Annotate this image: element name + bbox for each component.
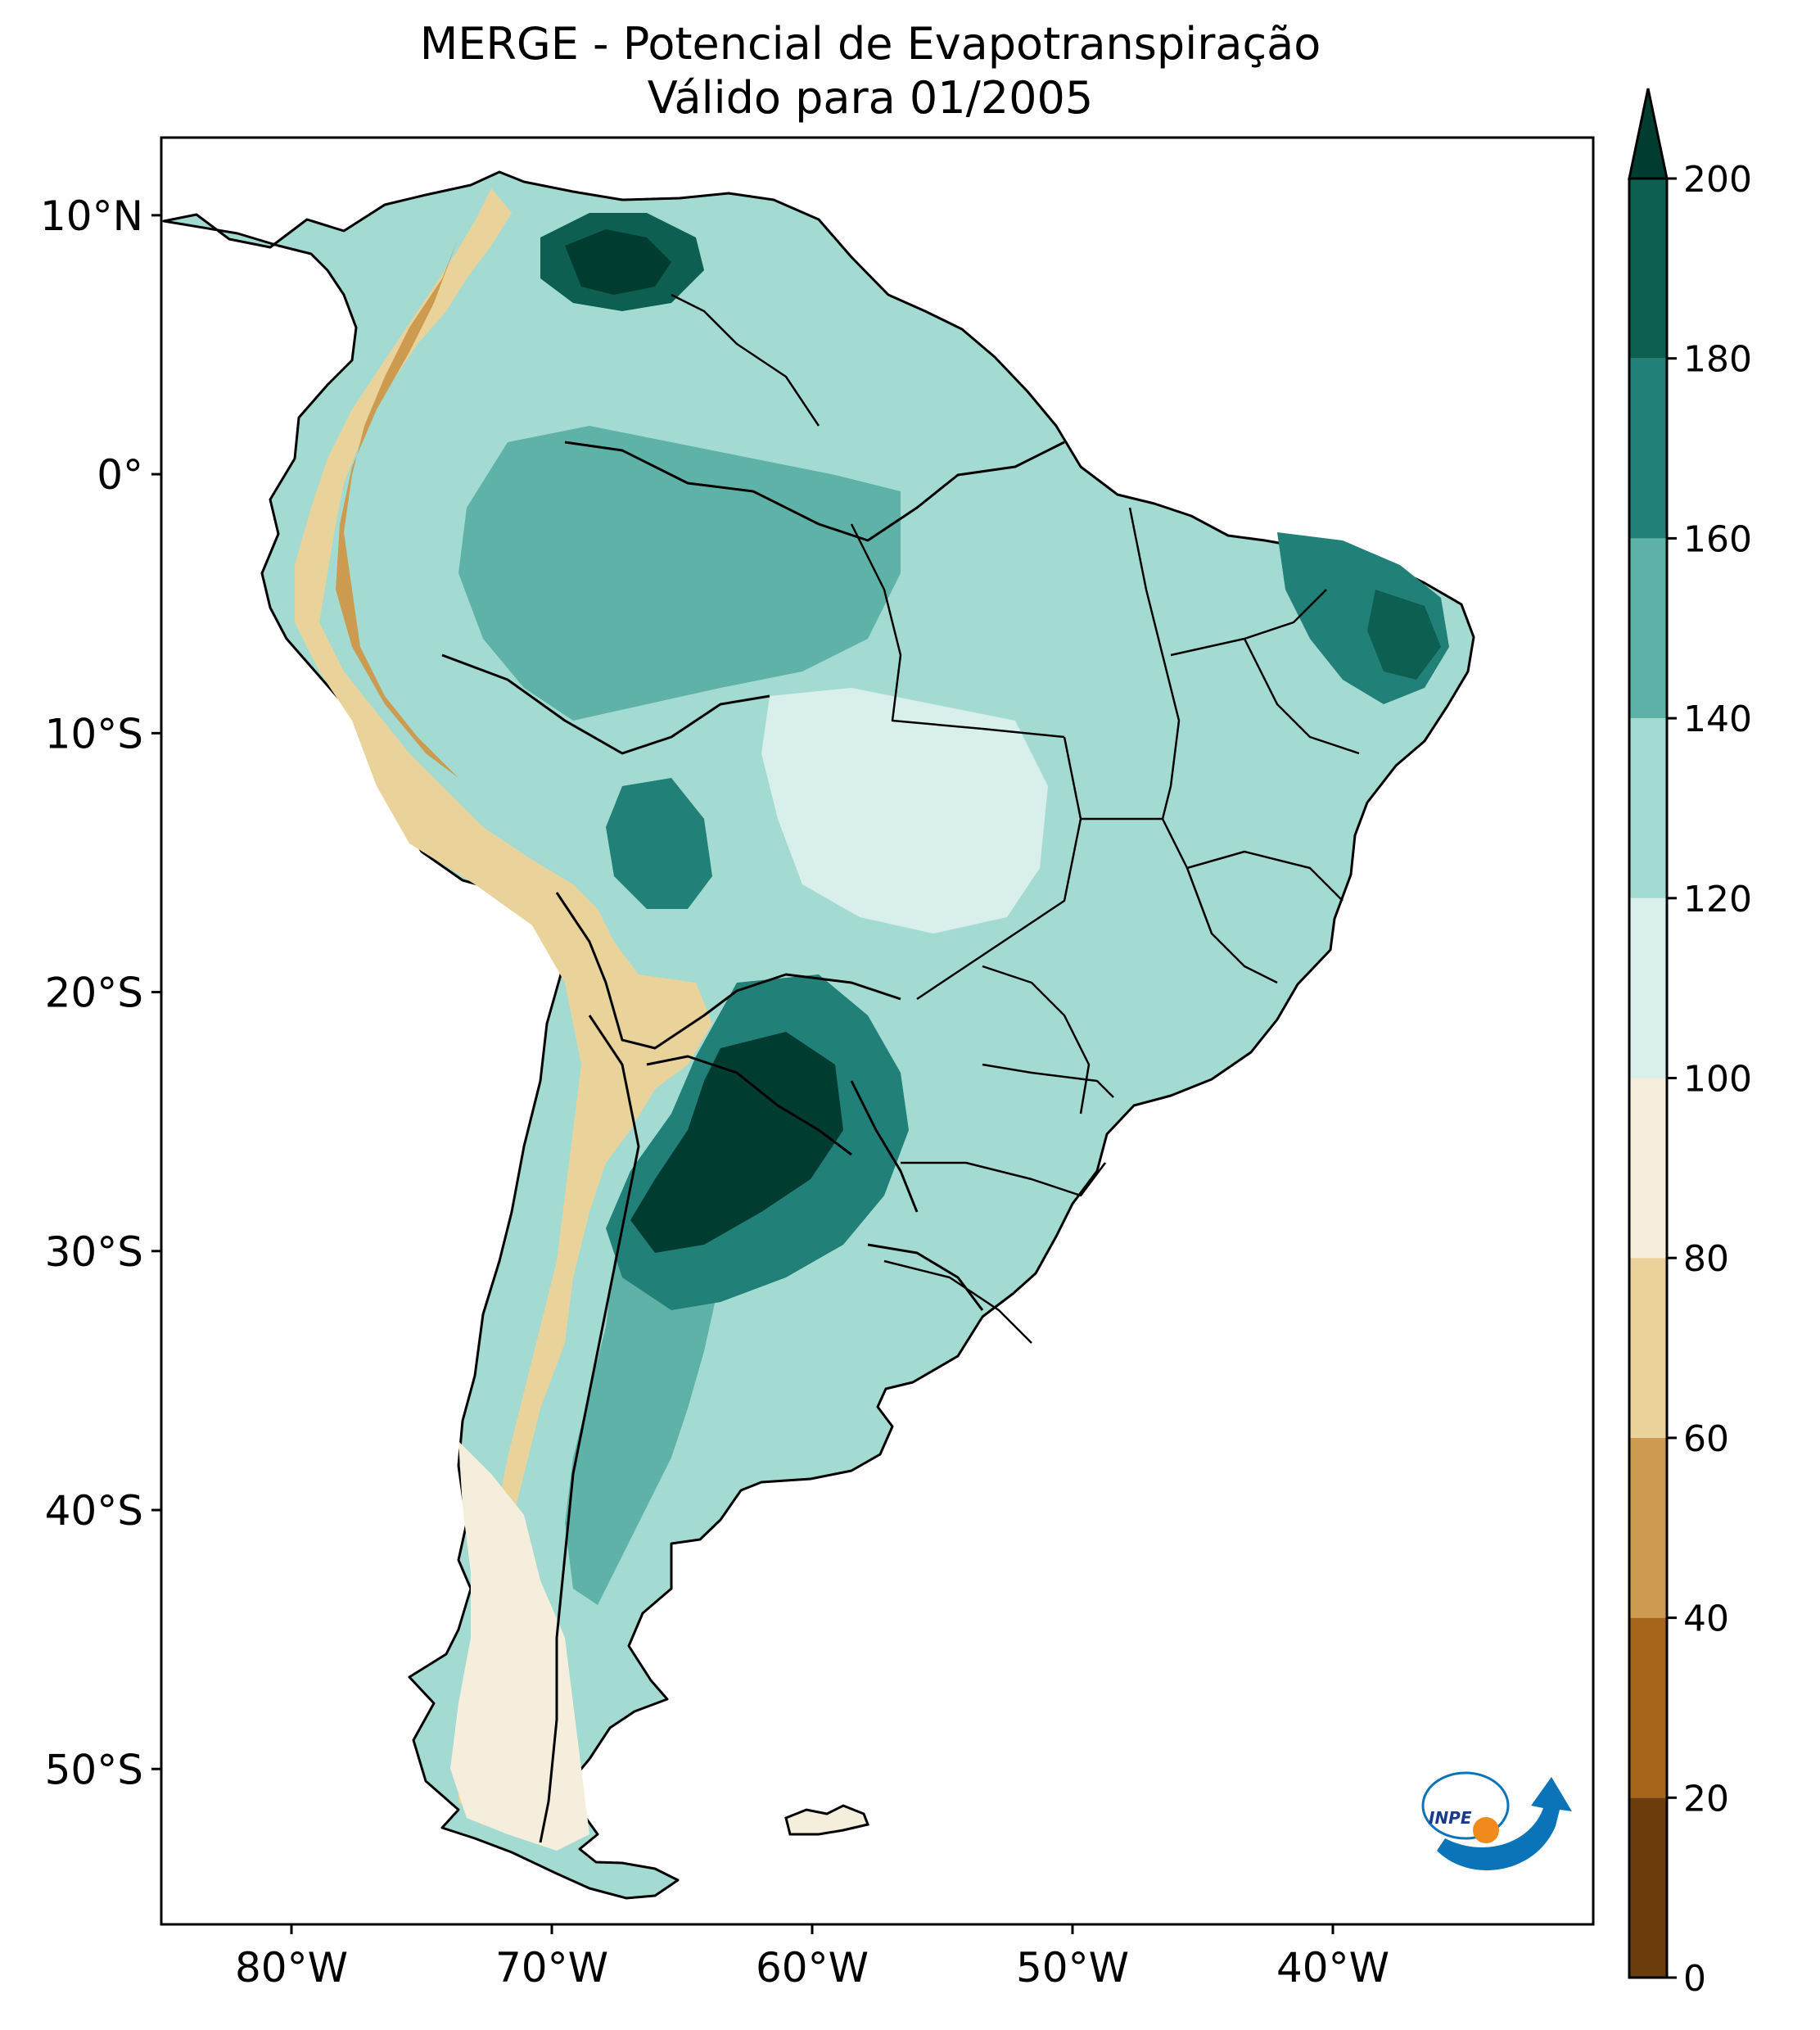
x-tick-label: 80°W [235,1944,348,1992]
state-borders [671,293,1360,1344]
colorbar-tick-label: 180 [1683,339,1752,381]
y-tick-label: 10°N [40,192,143,240]
northeast-peak [1367,590,1441,680]
y-tick-label: 40°S [45,1487,143,1535]
y-tick-label: 10°S [45,710,143,757]
colorbar-tick-label: 80 [1683,1238,1729,1280]
colorbar-segment [1629,179,1667,359]
y-tick-label: 20°S [45,970,143,1017]
colorbar-segment [1629,897,1667,1078]
colorbar-tick-label: 160 [1683,518,1752,560]
colorbar-segment [1629,538,1667,719]
bolivia-high [606,778,712,909]
colorbar-tick-label: 20 [1683,1778,1729,1820]
inpe-logo: INPE [1421,1771,1572,1870]
colorbar: 0 20 40 60 80 100 120 140 160 180 200 [1628,88,1752,2000]
logo-swoosh-icon [1437,1777,1572,1870]
x-tick-label: 40°W [1276,1944,1389,1992]
venezuela-peak [565,229,671,295]
x-tick-label: 50°W [1016,1944,1129,1992]
country-borders [441,441,1065,1843]
logo-sun-icon [1473,1817,1499,1843]
falkland-islands [784,1804,870,1836]
colorbar-tick-label: 60 [1683,1418,1729,1460]
colorbar-segment [1629,1617,1667,1798]
x-tick-label: 70°W [495,1944,608,1992]
map-area [160,136,1595,1926]
colorbar-segment [1629,718,1667,898]
chaco-peak [630,1032,843,1253]
chart-subtitle: Válido para 01/2005 [648,72,1093,124]
map-frame [160,136,1595,1926]
colorbar-segment [1629,358,1667,539]
logo-ring-icon [1421,1771,1510,1840]
y-tick-label: 50°S [45,1746,143,1793]
colorbar-segment [1629,1797,1667,1978]
y-tick-label: 30°S [45,1228,143,1276]
colorbar-tick-label: 120 [1683,879,1752,920]
colorbar-extend-arrow [1628,88,1669,180]
x-axis: 80°W 70°W 60°W 50°W 40°W [235,1924,1389,1992]
logo-text: INPE [1429,1808,1472,1828]
colorbar-tick-label: 200 [1683,159,1752,201]
amazon-mid [458,426,901,721]
colorbar-tick-label: 140 [1683,699,1752,740]
x-tick-label: 60°W [756,1944,869,1992]
y-tick-label: 0° [97,451,143,499]
colorbar-segment [1629,1078,1667,1259]
colorbar-segment [1629,1258,1667,1438]
central-brazil-light [761,688,1048,934]
y-axis: 10°N 0° 10°S 20°S 30°S 40°S 50°S [40,192,161,1793]
map-content [162,170,1475,1900]
chart-title: MERGE - Potencial de Evapotranspiração [420,18,1321,70]
colorbar-tick-label: 100 [1683,1059,1752,1101]
colorbar-tick-label: 0 [1683,1958,1706,2000]
colorbar-segment [1629,1437,1667,1618]
colorbar-tick-label: 40 [1683,1598,1729,1640]
